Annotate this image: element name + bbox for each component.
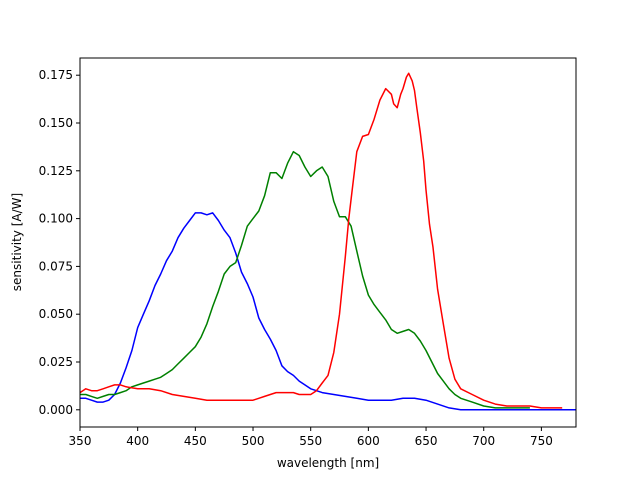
- x-tick-label: 350: [69, 434, 92, 448]
- y-tick-label: 0.025: [39, 355, 73, 369]
- x-tick-label: 450: [184, 434, 207, 448]
- y-tick-label: 0.175: [39, 68, 73, 82]
- series-line-2: [79, 72, 563, 409]
- x-axis-ticks: 350 400 450 500 550 600 650 700 750: [69, 427, 553, 448]
- series-line-1: [80, 150, 530, 409]
- y-tick-label: 0.050: [39, 307, 73, 321]
- plot-lines: [79, 72, 576, 411]
- y-tick-label: 0.125: [39, 164, 73, 178]
- x-tick-label: 650: [415, 434, 438, 448]
- x-tick-label: 550: [299, 434, 322, 448]
- y-tick-label: 0.100: [39, 212, 73, 226]
- y-axis-ticks: 0.000 0.025 0.050 0.075 0.100 0.125 0.150 0.175: [39, 68, 80, 417]
- x-tick-label: 700: [472, 434, 495, 448]
- x-tick-label: 500: [242, 434, 265, 448]
- y-tick-label: 0.150: [39, 116, 73, 130]
- x-axis-label: wavelength [nm]: [277, 456, 379, 470]
- series-line-0: [80, 212, 576, 411]
- x-tick-label: 400: [126, 434, 149, 448]
- y-tick-label: 0.075: [39, 259, 73, 273]
- x-tick-label: 600: [357, 434, 380, 448]
- y-tick-label: 0.000: [39, 403, 73, 417]
- plot-frame: [79, 57, 577, 428]
- y-axis-label: sensitivity [A/W]: [10, 193, 24, 291]
- x-tick-label: 750: [530, 434, 553, 448]
